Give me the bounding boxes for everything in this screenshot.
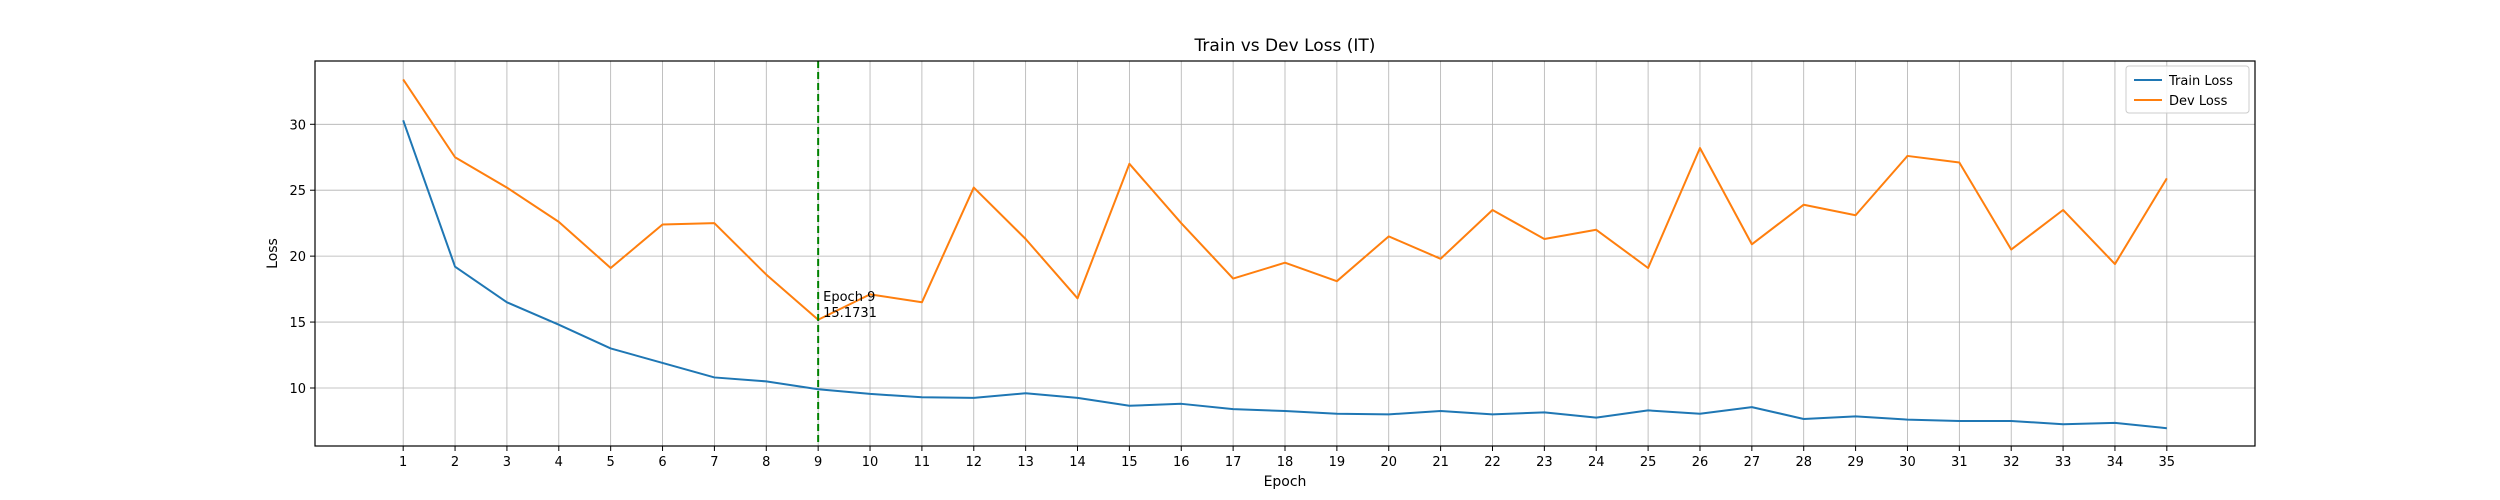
x-tick-label: 32	[2003, 455, 2020, 470]
grid-lines	[315, 61, 2255, 446]
chart-title: Train vs Dev Loss (IT)	[1194, 36, 1376, 56]
x-tick-label: 21	[1432, 455, 1449, 470]
x-tick-label: 23	[1536, 455, 1553, 470]
x-tick-label: 12	[965, 455, 982, 470]
x-tick-label: 1	[399, 455, 407, 470]
legend-box	[2125, 65, 2250, 114]
x-tick-label: 6	[658, 455, 666, 470]
y-axis-ticks: 10 15 20 25 30	[289, 118, 315, 397]
axes-frame	[314, 60, 2256, 447]
x-axis-ticks: 1 2 3 4 5 6 7 8 9 10 11 12 13 14 15 16 17 18 19 20 21 22 23 24 2…	[399, 446, 2175, 470]
x-tick-label: 18	[1277, 455, 1294, 470]
x-tick-label: 35	[2159, 455, 2176, 470]
y-tick-label: 10	[289, 382, 306, 397]
x-tick-label: 22	[1484, 455, 1501, 470]
x-tick-label: 10	[862, 455, 879, 470]
legend-label-dev: Dev Loss	[2169, 94, 2228, 109]
x-tick-label: 28	[1795, 455, 1812, 470]
x-tick-label: 4	[555, 455, 563, 470]
best-epoch-annotation: Epoch 9 15.1731	[823, 290, 879, 321]
x-tick-label: 29	[1847, 455, 1864, 470]
x-tick-label: 26	[1692, 455, 1709, 470]
x-tick-label: 5	[607, 455, 615, 470]
x-tick-label: 33	[2055, 455, 2072, 470]
train-loss-line	[402, 119, 2167, 430]
x-tick-label: 15	[1121, 455, 1138, 470]
x-axis-label: Epoch	[1264, 474, 1307, 490]
x-tick-label: 3	[503, 455, 511, 470]
x-tick-label: 14	[1069, 455, 1086, 470]
x-tick-label: 34	[2107, 455, 2124, 470]
x-tick-label: 2	[451, 455, 459, 470]
x-tick-label: 9	[814, 455, 822, 470]
x-tick-label: 7	[710, 455, 718, 470]
x-tick-label: 8	[762, 455, 770, 470]
x-tick-label: 30	[1899, 455, 1916, 470]
x-tick-label: 25	[1640, 455, 1657, 470]
y-tick-label: 30	[289, 118, 306, 133]
x-tick-label: 13	[1017, 455, 1034, 470]
y-axis-label: Loss	[265, 238, 281, 269]
x-tick-label: 19	[1329, 455, 1346, 470]
x-tick-label: 24	[1588, 455, 1605, 470]
x-tick-label: 20	[1380, 455, 1397, 470]
x-tick-label: 16	[1173, 455, 1190, 470]
legend-label-train: Train Loss	[2168, 74, 2233, 89]
y-tick-label: 20	[289, 250, 306, 265]
x-tick-label: 27	[1744, 455, 1761, 470]
x-tick-label: 17	[1225, 455, 1242, 470]
legend: Train Loss Dev Loss	[2125, 65, 2250, 114]
dev-loss-line	[402, 78, 2168, 321]
x-tick-label: 11	[914, 455, 931, 470]
y-tick-label: 15	[289, 316, 306, 331]
best-epoch-annotation-value: 15.1731	[823, 306, 877, 321]
best-epoch-annotation-epoch: Epoch 9	[823, 290, 875, 305]
x-tick-label: 31	[1951, 455, 1968, 470]
series-lines	[402, 78, 2168, 430]
y-tick-label: 25	[289, 184, 306, 199]
